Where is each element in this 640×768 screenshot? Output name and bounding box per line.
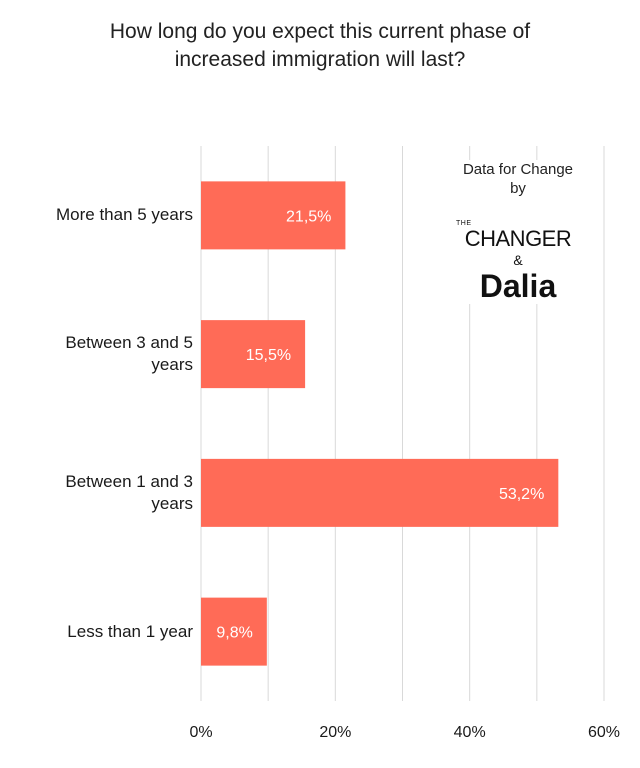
x-tick-label-60: 60% — [588, 724, 620, 741]
title-line-2: increased immigration will last? — [174, 48, 466, 71]
bar-4 — [201, 597, 267, 666]
branding-block: Data for Change by THE CHANGER & Dalia — [438, 160, 598, 304]
x-tick-label-20: 20% — [319, 724, 351, 741]
category-label-1: More than 5 years — [3, 204, 193, 226]
category-label-4-line-1: Less than 1 year — [67, 621, 193, 641]
x-tick-label-0: 0% — [189, 724, 212, 741]
category-label-2: Between 3 and 5 years — [3, 332, 193, 376]
x-tick-label-40: 40% — [454, 724, 486, 741]
category-label-3: Between 1 and 3 years — [3, 471, 193, 515]
category-label-3-line-2: years — [151, 493, 193, 513]
chart-title: How long do you expect this current phas… — [20, 18, 620, 74]
bar-value-label-3: 53,2% — [499, 486, 544, 503]
tagline-line-2: by — [510, 180, 526, 197]
tagline-line-1: Data for Change — [462, 161, 574, 178]
ampersand-text: & — [513, 252, 523, 268]
bar-3 — [201, 458, 559, 527]
bar-2 — [201, 320, 306, 389]
bar-value-label-2: 15,5% — [246, 347, 291, 364]
category-label-1-line-1: More than 5 years — [55, 205, 193, 225]
title-line-1: How long do you expect this current phas… — [109, 20, 531, 43]
category-label-4: Less than 1 year — [3, 621, 193, 643]
bar-value-label-1: 21,5% — [286, 208, 331, 225]
category-label-2-line-2: years — [151, 355, 193, 375]
dalia-logo: Dalia — [479, 268, 557, 304]
bar-1 — [201, 181, 346, 250]
bar-value-label-4: 9,8% — [216, 625, 252, 642]
the-changer-logo-prefix: THE — [456, 220, 472, 227]
the-changer-logo: CHANGER — [464, 226, 572, 251]
category-label-3-line-1: Between 1 and 3 — [65, 471, 193, 491]
category-label-2-line-1: Between 3 and 5 — [65, 333, 193, 353]
